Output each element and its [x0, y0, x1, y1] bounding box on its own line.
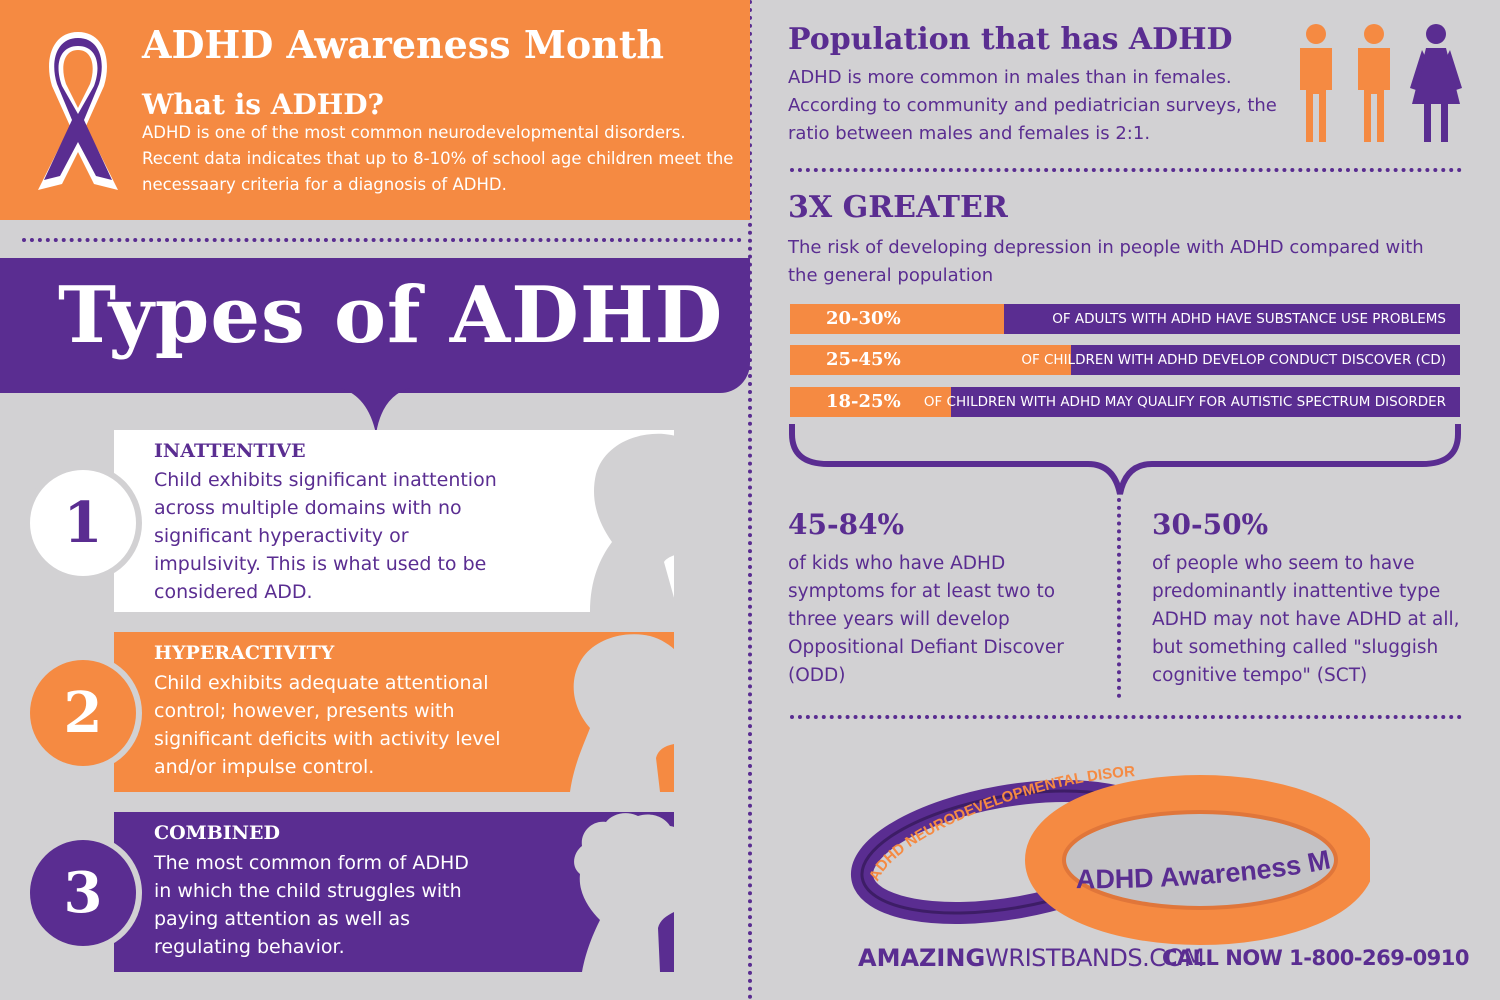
- right-divider-top: [790, 168, 1462, 172]
- banner-pointer: [340, 388, 410, 434]
- female-person-icon: [1410, 24, 1462, 142]
- bracket: [789, 424, 1461, 495]
- awareness-ribbon-icon: [38, 32, 118, 190]
- awareness-banner: [0, 0, 750, 220]
- stat-bar: 18-25% OF CHILDREN WITH ADHD MAY QUALIFY…: [790, 387, 1460, 417]
- brand-logo: AMAZINGWRISTBANDS.COM: [858, 944, 1205, 972]
- stat-sct-text: of people who seem to have predominantly…: [1152, 553, 1460, 686]
- brand-bold: AMAZING: [858, 944, 986, 972]
- population-title: Population that has ADHD: [788, 22, 1233, 57]
- stat-bar-fill: [790, 304, 1005, 334]
- types-banner: [0, 258, 750, 393]
- type-card-inattentive: [114, 430, 674, 612]
- stat-bar: 20-30% OF ADULTS WITH ADHD HAVE SUBSTANC…: [790, 304, 1460, 334]
- wristbands-image: ADHD NEURODEVELOPMENTAL DISORDERS ADHD A…: [850, 740, 1370, 945]
- type-description-inattentive: Child exhibits significant inattention a…: [154, 469, 497, 603]
- types-title: Types of ADHD: [58, 270, 724, 361]
- stat-bar-fill: [790, 345, 1072, 375]
- male-person-icon: [1300, 24, 1332, 142]
- stat-bar: 25-45% OF CHILDREN WITH ADHD DEVELOP CON…: [790, 345, 1460, 375]
- depression-title: 3X GREATER: [788, 190, 1008, 225]
- type-number-3: 3: [30, 840, 136, 946]
- type-description-hyperactivity: Child exhibits adequate attentional cont…: [154, 672, 501, 778]
- what-is-title: What is ADHD?: [142, 88, 384, 121]
- stat-odd-value: 45-84%: [788, 508, 905, 541]
- stat-bar-value: 25-45%: [826, 349, 901, 370]
- call-now-text: CALL NOW 1-800-269-0910: [1162, 946, 1470, 970]
- type-name-hyperactivity: HYPERACTIVITY: [154, 642, 335, 664]
- child-curly-hair-silhouette-icon: [574, 813, 692, 972]
- child-silhouette-icon: [570, 634, 698, 792]
- stat-bar-value: 20-30%: [826, 308, 901, 329]
- stats-divider: [1117, 498, 1121, 698]
- stat-bar-value: 18-25%: [826, 391, 901, 412]
- type-number-label: 2: [63, 680, 103, 746]
- left-divider: [22, 238, 742, 242]
- type-name-inattentive: INATTENTIVE: [154, 440, 306, 462]
- what-is-description: ADHD is one of the most common neurodeve…: [142, 123, 734, 194]
- brand-light: WRISTBANDS.COM: [985, 944, 1205, 972]
- depression-description: The risk of developing depression in peo…: [788, 237, 1424, 286]
- population-description: ADHD is more common in males than in fem…: [788, 67, 1277, 144]
- people-icons: [1300, 24, 1462, 142]
- type-name-combined: COMBINED: [154, 822, 280, 844]
- child-cap-silhouette-icon: [590, 433, 717, 612]
- stat-bar-fill: [790, 387, 951, 417]
- stat-odd-text: of kids who have ADHD symptoms for at le…: [788, 553, 1064, 686]
- type-number-1: 1: [30, 470, 136, 576]
- type-card-combined: [114, 812, 674, 972]
- vertical-divider: [748, 0, 752, 1000]
- type-number-label: 3: [63, 860, 103, 926]
- page-title: ADHD Awareness Month: [142, 22, 665, 67]
- stat-bar-label: OF ADULTS WITH ADHD HAVE SUBSTANCE USE P…: [1052, 311, 1446, 327]
- right-divider-bottom: [790, 715, 1462, 719]
- type-number-2: 2: [30, 660, 136, 766]
- stat-bar-label: OF CHILDREN WITH ADHD DEVELOP CONDUCT DI…: [1021, 352, 1446, 368]
- stat-bar-label: OF CHILDREN WITH ADHD MAY QUALIFY FOR AU…: [923, 394, 1446, 410]
- type-number-label: 1: [63, 490, 103, 556]
- type-description-combined: The most common form of ADHD in which th…: [154, 852, 469, 958]
- stat-sct-value: 30-50%: [1152, 508, 1269, 541]
- male-person-icon: [1358, 24, 1390, 142]
